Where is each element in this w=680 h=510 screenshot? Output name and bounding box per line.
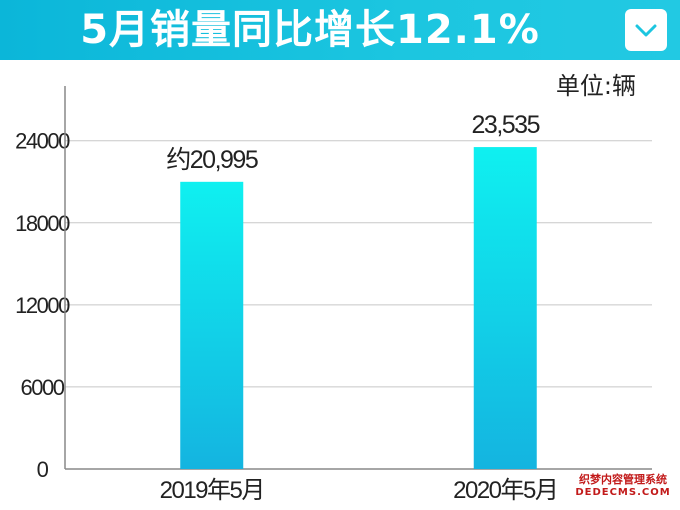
dropdown-button[interactable] xyxy=(625,9,667,51)
chevron-down-icon xyxy=(635,24,657,37)
watermark-text-cn: 织梦内容管理系统 xyxy=(579,473,667,486)
y-tick-label: 24000 xyxy=(15,129,70,154)
data-label: 约20,995 xyxy=(166,146,258,174)
unit-label: 单位:辆 xyxy=(555,72,636,100)
watermark: 织梦内容管理系统 DEDECMS.COM xyxy=(568,473,678,499)
bar xyxy=(473,147,537,469)
watermark-text-en: DEDECMS.COM xyxy=(575,487,671,498)
chart-title: 5月销量同比增长12.1% xyxy=(80,7,540,53)
y-tick-label: 6000 xyxy=(21,375,65,400)
x-tick-label: 2020年5月 xyxy=(453,477,557,504)
y-tick-label: 0 xyxy=(37,457,49,482)
title-banner: 5月销量同比增长12.1% xyxy=(0,0,680,60)
y-tick-label: 18000 xyxy=(15,211,70,236)
x-tick-label: 2019年5月 xyxy=(160,477,264,504)
y-tick-label: 12000 xyxy=(15,293,70,318)
bar xyxy=(180,181,244,469)
data-label: 23,535 xyxy=(472,111,540,139)
